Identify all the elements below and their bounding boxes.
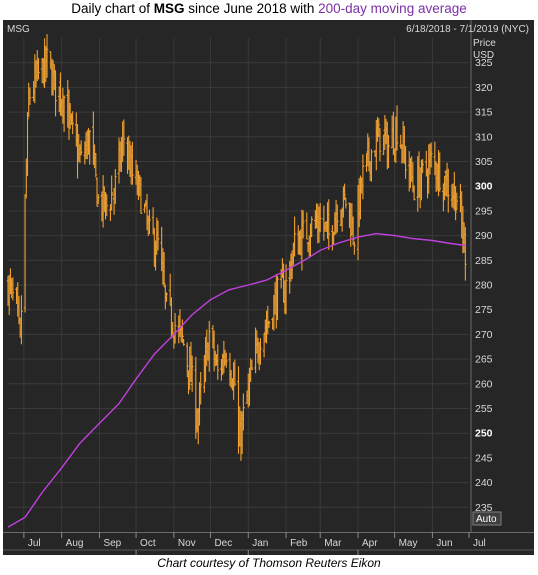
quarter-label: Q1 2019 [288, 554, 327, 555]
month-label: Nov [178, 538, 196, 549]
price-bars [6, 34, 467, 461]
quarter-label: Q2 2019 [398, 554, 437, 555]
title-ticker: MSG [153, 1, 185, 16]
month-label: Aug [66, 538, 84, 549]
y-tick-label: 265 [475, 354, 493, 366]
y-tick-label: 270 [475, 329, 493, 341]
y-tick-label: 320 [475, 82, 493, 94]
y-tick-label: 260 [475, 378, 493, 390]
y-tick-label: 280 [475, 280, 493, 292]
y-tick-label: 325 [475, 57, 493, 69]
month-label: Mar [324, 538, 342, 549]
auto-button[interactable]: Auto [476, 514, 497, 525]
axis-title-currency: USD [473, 50, 494, 61]
month-label: Jun [436, 538, 452, 549]
month-label: Jan [252, 538, 268, 549]
quarter-label: Q4 2018 [176, 554, 215, 555]
y-tick-label: 310 [475, 131, 493, 143]
y-tick-label: 315 [475, 107, 493, 119]
month-label: Feb [290, 538, 308, 549]
title-middle: since June 2018 with [184, 1, 319, 16]
moving-average-line [7, 232, 466, 528]
y-tick-label: 235 [475, 502, 493, 514]
series-label: MSG [7, 24, 30, 35]
y-tick-label: 245 [475, 452, 493, 464]
title-prefix: Daily chart of [71, 1, 154, 16]
y-tick-label: 295 [475, 205, 493, 217]
y-tick-label: 285 [475, 255, 493, 267]
y-tick-label: 290 [475, 230, 493, 242]
chart-title: Daily chart of MSG since June 2018 with … [0, 1, 538, 16]
auto-button-frame[interactable] [472, 511, 502, 526]
y-tick-label: 240 [475, 477, 493, 489]
y-tick-label: 255 [475, 403, 493, 415]
month-label: Apr [362, 538, 378, 549]
date-range: 6/18/2018 - 7/1/2019 (NYC) [406, 24, 529, 35]
y-tick-label: 250 [475, 428, 493, 440]
y-tick-label: 300 [475, 181, 493, 193]
chart-panel: MSG 6/18/2018 - 7/1/2019 (NYC) Price USD 235… [3, 20, 534, 555]
month-label: Dec [214, 538, 232, 549]
chart-caption: Chart courtesy of Thomson Reuters Eikon [157, 556, 381, 570]
axis-title-price: Price [473, 38, 496, 49]
title-moving-average: 200-day moving average [318, 1, 467, 16]
month-label: Jul [28, 538, 41, 549]
month-label: Oct [140, 538, 156, 549]
month-label: Jul [473, 538, 486, 549]
quarter-label: Q3 2018 [64, 554, 103, 555]
y-tick-label: 275 [475, 304, 493, 316]
y-tick-label: 305 [475, 156, 493, 168]
month-label: Sep [103, 538, 121, 549]
month-label: May [399, 538, 418, 549]
